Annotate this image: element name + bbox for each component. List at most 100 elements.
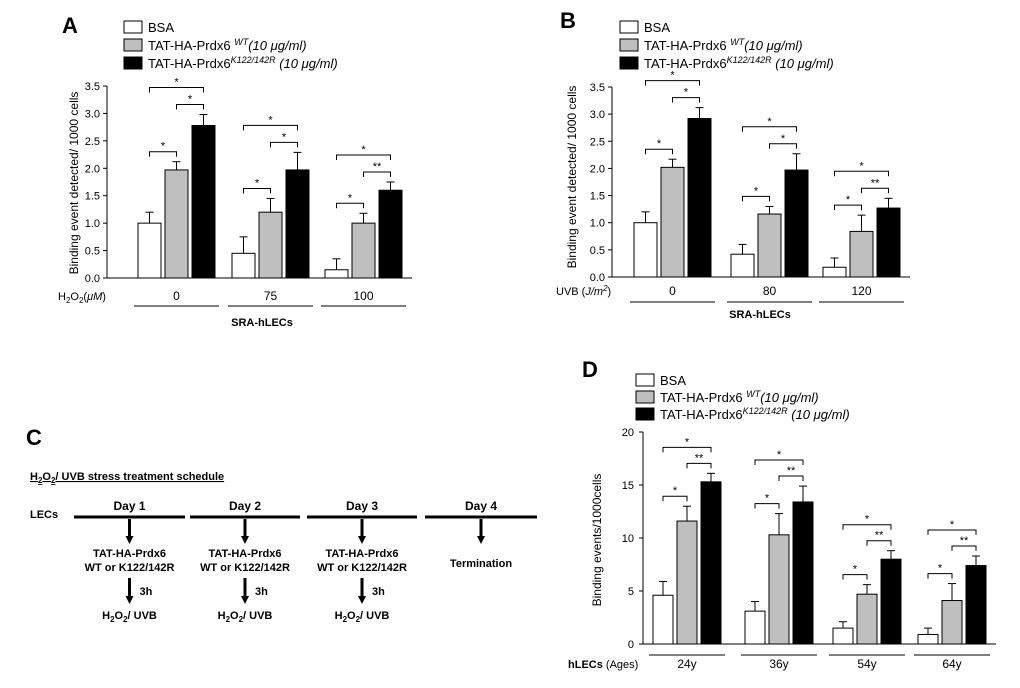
legend-label-wt: TAT-HA-Prdx6 WT(10 μg/ml) [148, 37, 307, 53]
bar [784, 169, 809, 278]
y-tick-label: 20 [622, 427, 634, 439]
significance-bracket [672, 97, 700, 103]
significance-bracket [842, 524, 892, 530]
x-category-label: UVB (J/m2) [556, 284, 611, 298]
stress-label: H2O2/ UVB [218, 610, 273, 624]
plot-area: 0.00.51.01.52.02.53.03.5**********0 80 120 [590, 70, 910, 303]
significance-bracket [742, 195, 770, 202]
y-tick-label: 0 [628, 639, 634, 651]
bar [687, 117, 712, 278]
bar [164, 169, 189, 279]
legend: BSA TAT-HA-Prdx6 WT(10 μg/ml) TAT-HA-Prd… [635, 373, 850, 422]
interval-label: 3h [255, 586, 268, 598]
significance-mark: * [670, 70, 675, 82]
significance-bracket [149, 151, 177, 157]
bar [324, 269, 349, 279]
significance-bracket [336, 202, 364, 209]
legend-swatch-k122 [635, 407, 655, 421]
significance-mark: ** [373, 161, 382, 173]
x-footer-label: SRA-hLECs [729, 309, 791, 321]
panel-c-schedule: C H2O2/ UVB stress treatment schedule LE… [26, 425, 537, 624]
significance-mark: * [282, 131, 287, 143]
bar [849, 230, 874, 278]
bar [633, 222, 658, 278]
bar [191, 124, 216, 279]
x-category-label: H2O2(μM) [58, 291, 106, 305]
significance-bracket [149, 87, 204, 93]
significance-mark: * [255, 177, 260, 189]
x-category-tick-label: 0 [669, 284, 676, 298]
bar [917, 633, 939, 645]
y-tick-label: 5 [628, 586, 634, 598]
x-category-tick-label: 120 [851, 284, 871, 298]
bar [378, 189, 403, 279]
significance-mark: ** [695, 452, 704, 464]
y-tick-label: 0.5 [85, 246, 100, 258]
y-tick-label: 3.5 [590, 82, 605, 94]
y-tick-label: 1.0 [85, 218, 100, 230]
legend-swatch-bsa [619, 20, 639, 34]
bar [822, 266, 847, 278]
significance-bracket [686, 462, 712, 469]
plot-area: 0.00.51.01.52.02.53.03.5 **********0 75 100 [85, 77, 412, 307]
significance-bracket [927, 529, 977, 536]
bar [700, 481, 722, 645]
y-tick-label: 15 [622, 480, 634, 492]
panel-b: B BSA TAT-HA-Prdx6 WT(10 μg/ml) TAT-HA-P… [556, 8, 910, 321]
treatment-label: WT or K122/142R [200, 562, 290, 574]
y-tick-label: 3.0 [85, 108, 100, 120]
bar [676, 520, 698, 645]
significance-bracket [243, 187, 271, 194]
y-tick-label: 1.5 [590, 191, 605, 203]
treatment-label: TAT-HA-Prdx6 [209, 548, 282, 560]
significance-mark: * [684, 87, 689, 99]
stress-label: H2O2/ UVB [335, 610, 390, 624]
x-category-tick-label: 75 [264, 289, 278, 303]
y-tick-label: 0.0 [85, 273, 100, 285]
significance-bracket [951, 545, 977, 552]
significance-mark: * [767, 116, 772, 128]
x-category-tick-label: 36y [769, 657, 788, 671]
legend-swatch-k122 [619, 56, 639, 70]
y-axis-label: Binding event detected/ 1000 cells [67, 92, 81, 275]
bar [876, 207, 901, 278]
interval-label: 3h [140, 586, 153, 598]
significance-bracket [778, 475, 804, 482]
significance-bracket [336, 154, 391, 160]
legend-swatch-wt [123, 38, 143, 52]
significance-bracket [754, 503, 780, 509]
significance-bracket [834, 170, 889, 177]
panel-d: D BSA TAT-HA-Prdx6 WT(10 μg/ml) TAT-HA-P… [568, 357, 996, 671]
bar [660, 166, 685, 278]
significance-mark: * [859, 160, 864, 172]
legend-label-bsa: BSA [660, 373, 686, 388]
bar [137, 222, 162, 279]
day-label: Day 3 [346, 499, 378, 513]
y-tick-label: 10 [622, 533, 634, 545]
y-tick-label: 2.0 [85, 163, 100, 175]
y-tick-label: 2.0 [590, 163, 605, 175]
bar [258, 211, 283, 279]
significance-bracket [769, 143, 797, 149]
x-category-tick-label: 100 [353, 289, 373, 303]
lecs-label: LECs [30, 509, 58, 521]
significance-mark: * [188, 94, 193, 106]
x-footer-label: SRA-hLECs [231, 317, 293, 329]
significance-mark: * [161, 141, 166, 153]
significance-mark: * [754, 185, 759, 197]
significance-bracket [662, 495, 688, 502]
significance-mark: ** [787, 465, 796, 477]
legend-label-k122: TAT-HA-Prdx6K122/142R (10 μg/ml) [644, 55, 834, 71]
y-tick-label: 1.5 [85, 191, 100, 203]
significance-mark: * [361, 144, 366, 156]
panel-a: A BSA TAT-HA-Prdx6 WT(10 μg/ml) TAT-HA-P… [58, 13, 412, 329]
significance-mark: * [685, 436, 690, 448]
significance-mark: * [846, 194, 851, 206]
significance-mark: * [950, 519, 955, 531]
significance-mark: ** [875, 530, 884, 542]
legend-swatch-bsa [123, 20, 143, 34]
treatment-label: WT or K122/142R [85, 562, 175, 574]
bar [941, 600, 963, 645]
stress-label: H2O2/ UVB [102, 610, 157, 624]
